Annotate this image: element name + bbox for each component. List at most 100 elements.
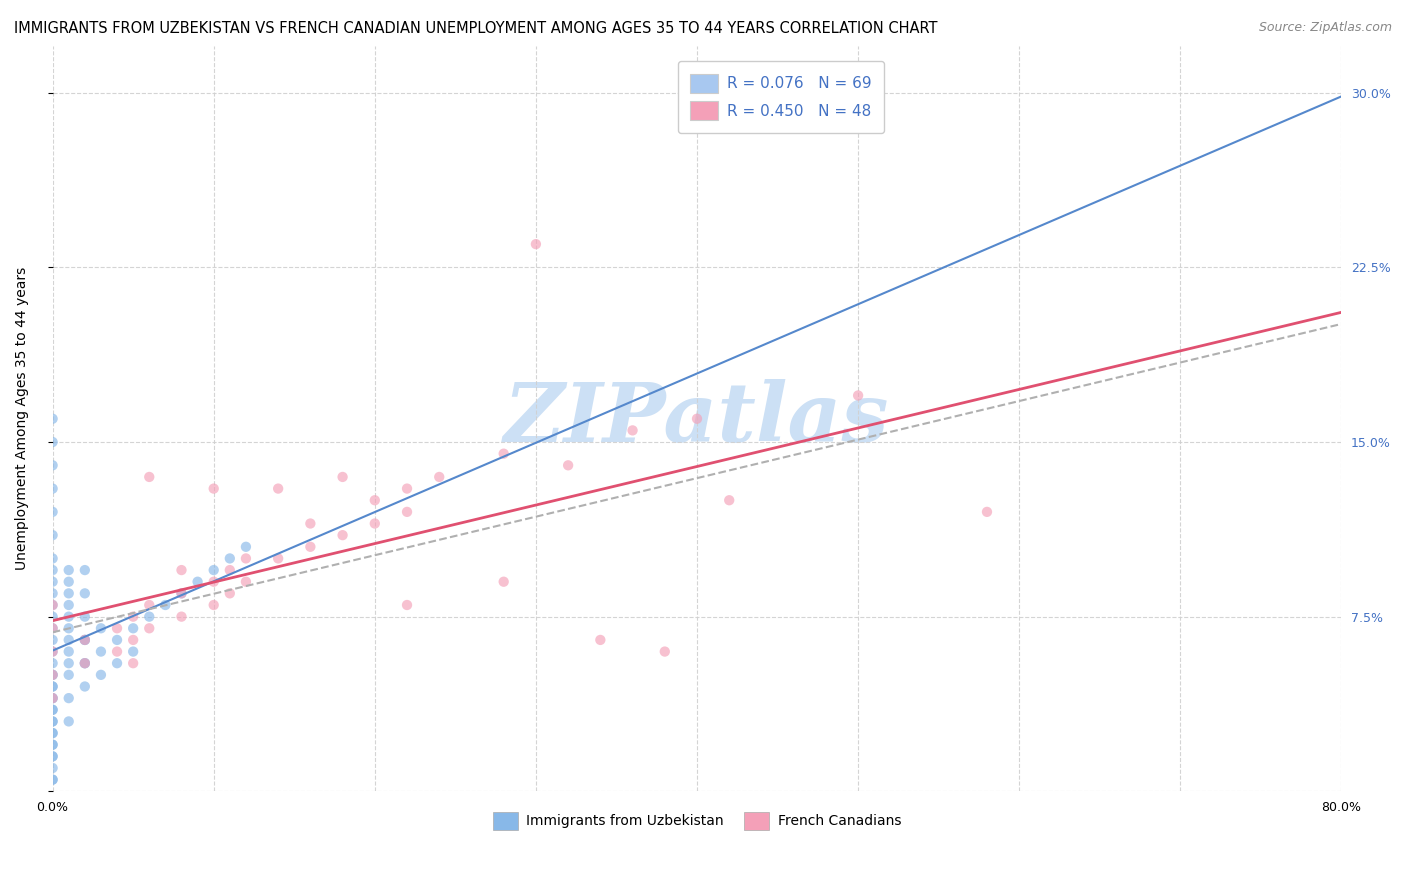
Point	[105, 657, 128, 671]
Point	[492, 574, 515, 589]
Point	[138, 621, 160, 635]
Legend: Immigrants from Uzbekistan, French Canadians: Immigrants from Uzbekistan, French Canad…	[485, 805, 908, 837]
Point	[267, 482, 290, 496]
Point	[105, 632, 128, 647]
Point	[58, 574, 80, 589]
Point	[41, 435, 63, 450]
Point	[41, 668, 63, 682]
Point	[41, 644, 63, 658]
Point	[58, 644, 80, 658]
Point	[155, 598, 177, 612]
Point	[41, 691, 63, 706]
Point	[41, 703, 63, 717]
Point	[41, 563, 63, 577]
Point	[41, 738, 63, 752]
Point	[73, 657, 96, 671]
Point	[364, 493, 387, 508]
Point	[621, 423, 644, 437]
Point	[202, 574, 225, 589]
Point	[218, 563, 240, 577]
Point	[41, 772, 63, 787]
Point	[41, 738, 63, 752]
Point	[105, 621, 128, 635]
Text: Source: ZipAtlas.com: Source: ZipAtlas.com	[1258, 21, 1392, 34]
Point	[41, 505, 63, 519]
Point	[235, 540, 257, 554]
Point	[332, 470, 354, 484]
Point	[73, 609, 96, 624]
Point	[41, 668, 63, 682]
Point	[41, 749, 63, 764]
Point	[58, 563, 80, 577]
Point	[58, 691, 80, 706]
Point	[41, 749, 63, 764]
Point	[202, 482, 225, 496]
Point	[58, 609, 80, 624]
Point	[58, 598, 80, 612]
Point	[41, 680, 63, 694]
Point	[58, 657, 80, 671]
Point	[41, 714, 63, 729]
Point	[170, 563, 193, 577]
Point	[90, 668, 112, 682]
Point	[41, 574, 63, 589]
Point	[557, 458, 579, 473]
Point	[41, 714, 63, 729]
Point	[654, 644, 676, 658]
Point	[492, 447, 515, 461]
Point	[41, 411, 63, 425]
Point	[138, 470, 160, 484]
Point	[90, 621, 112, 635]
Point	[41, 598, 63, 612]
Point	[364, 516, 387, 531]
Point	[718, 493, 741, 508]
Point	[202, 563, 225, 577]
Point	[524, 237, 547, 252]
Point	[41, 691, 63, 706]
Point	[58, 586, 80, 600]
Point	[41, 726, 63, 740]
Point	[41, 528, 63, 542]
Point	[218, 551, 240, 566]
Point	[170, 586, 193, 600]
Point	[41, 657, 63, 671]
Point	[58, 632, 80, 647]
Point	[170, 609, 193, 624]
Point	[73, 632, 96, 647]
Point	[332, 528, 354, 542]
Point	[58, 714, 80, 729]
Point	[187, 574, 209, 589]
Point	[58, 668, 80, 682]
Point	[427, 470, 450, 484]
Point	[90, 644, 112, 658]
Point	[267, 551, 290, 566]
Point	[41, 703, 63, 717]
Point	[122, 621, 145, 635]
Point	[299, 540, 322, 554]
Text: ZIPatlas: ZIPatlas	[505, 379, 890, 458]
Point	[41, 551, 63, 566]
Point	[41, 726, 63, 740]
Point	[41, 621, 63, 635]
Point	[235, 551, 257, 566]
Point	[299, 516, 322, 531]
Point	[41, 644, 63, 658]
Point	[73, 632, 96, 647]
Point	[122, 609, 145, 624]
Point	[105, 644, 128, 658]
Y-axis label: Unemployment Among Ages 35 to 44 years: Unemployment Among Ages 35 to 44 years	[15, 267, 30, 570]
Point	[73, 657, 96, 671]
Point	[138, 609, 160, 624]
Point	[122, 644, 145, 658]
Point	[73, 563, 96, 577]
Point	[122, 632, 145, 647]
Point	[395, 482, 418, 496]
Point	[138, 598, 160, 612]
Point	[218, 586, 240, 600]
Point	[41, 632, 63, 647]
Text: IMMIGRANTS FROM UZBEKISTAN VS FRENCH CANADIAN UNEMPLOYMENT AMONG AGES 35 TO 44 Y: IMMIGRANTS FROM UZBEKISTAN VS FRENCH CAN…	[14, 21, 938, 36]
Point	[58, 621, 80, 635]
Point	[589, 632, 612, 647]
Point	[122, 657, 145, 671]
Point	[41, 609, 63, 624]
